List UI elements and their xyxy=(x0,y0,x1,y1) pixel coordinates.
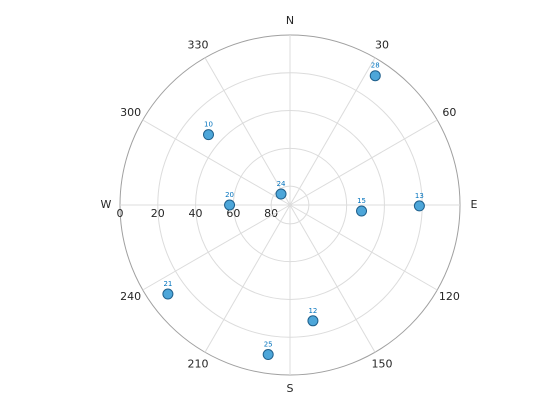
azimuth-spoke xyxy=(289,119,438,206)
azimuth-tick-label: E xyxy=(471,198,478,211)
elevation-tick-label: 20 xyxy=(151,207,165,220)
azimuth-tick-label: 150 xyxy=(372,357,393,370)
azimuth-tick-label: 210 xyxy=(188,357,209,370)
elevation-tick-label: 40 xyxy=(189,207,203,220)
satellite-label: 24 xyxy=(277,180,286,188)
azimuth-tick-label: S xyxy=(287,382,294,395)
azimuth-tick-label: 240 xyxy=(120,290,141,303)
satellite-label: 25 xyxy=(264,341,273,349)
satellite-label: 13 xyxy=(415,192,424,200)
elevation-tick-label: 80 xyxy=(264,207,278,220)
azimuth-tick-label: 30 xyxy=(375,39,389,52)
azimuth-tick-label: N xyxy=(286,14,294,27)
satellite xyxy=(413,200,425,212)
azimuth-spoke xyxy=(289,57,376,206)
azimuth-tick-label: 120 xyxy=(439,290,460,303)
azimuth-spoke xyxy=(204,57,291,206)
satellite xyxy=(202,129,214,141)
satellite xyxy=(356,205,368,217)
azimuth-tick-label: 60 xyxy=(442,106,456,119)
azimuth-spoke xyxy=(142,119,291,206)
azimuth-tick-label: 330 xyxy=(188,39,209,52)
azimuth-spoke xyxy=(204,204,291,353)
azimuth-spoke xyxy=(289,204,438,291)
azimuth-spoke xyxy=(142,204,291,291)
satellite-label: 15 xyxy=(357,197,366,205)
satellite xyxy=(162,288,174,300)
satellite xyxy=(224,199,236,211)
satellite xyxy=(262,349,274,361)
satellite-label: 20 xyxy=(225,191,234,199)
azimuth-tick-label: 300 xyxy=(120,106,141,119)
satellite xyxy=(275,188,287,200)
satellite xyxy=(307,315,319,327)
azimuth-spoke xyxy=(289,204,376,353)
satellite-label: 12 xyxy=(308,307,317,315)
azimuth-tick-label: W xyxy=(101,198,112,211)
satellite-label: 10 xyxy=(204,121,213,129)
satellite-label: 21 xyxy=(163,280,172,288)
satellite xyxy=(369,70,381,82)
satellite-label: 28 xyxy=(371,62,380,70)
elevation-tick-label: 0 xyxy=(117,207,124,220)
